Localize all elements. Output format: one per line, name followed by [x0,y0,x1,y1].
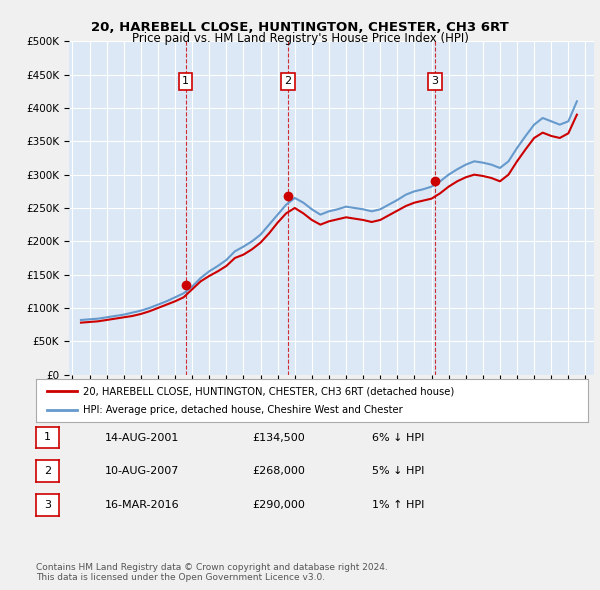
Text: 20, HAREBELL CLOSE, HUNTINGTON, CHESTER, CH3 6RT (detached house): 20, HAREBELL CLOSE, HUNTINGTON, CHESTER,… [83,386,454,396]
Text: £290,000: £290,000 [252,500,305,510]
Text: 1: 1 [44,432,51,442]
Text: 10-AUG-2007: 10-AUG-2007 [105,467,179,476]
Text: 3: 3 [431,76,439,86]
Text: 1: 1 [182,76,189,86]
Text: 2: 2 [284,76,292,86]
Text: 5% ↓ HPI: 5% ↓ HPI [372,467,424,476]
Text: 20, HAREBELL CLOSE, HUNTINGTON, CHESTER, CH3 6RT: 20, HAREBELL CLOSE, HUNTINGTON, CHESTER,… [91,21,509,34]
Text: Price paid vs. HM Land Registry's House Price Index (HPI): Price paid vs. HM Land Registry's House … [131,32,469,45]
Text: 6% ↓ HPI: 6% ↓ HPI [372,433,424,442]
Text: 1% ↑ HPI: 1% ↑ HPI [372,500,424,510]
Text: 14-AUG-2001: 14-AUG-2001 [105,433,179,442]
Text: 2: 2 [44,466,51,476]
Text: Contains HM Land Registry data © Crown copyright and database right 2024.
This d: Contains HM Land Registry data © Crown c… [36,563,388,582]
Text: 16-MAR-2016: 16-MAR-2016 [105,500,179,510]
Text: £268,000: £268,000 [252,467,305,476]
Text: £134,500: £134,500 [252,433,305,442]
Text: 3: 3 [44,500,51,510]
Text: HPI: Average price, detached house, Cheshire West and Chester: HPI: Average price, detached house, Ches… [83,405,403,415]
